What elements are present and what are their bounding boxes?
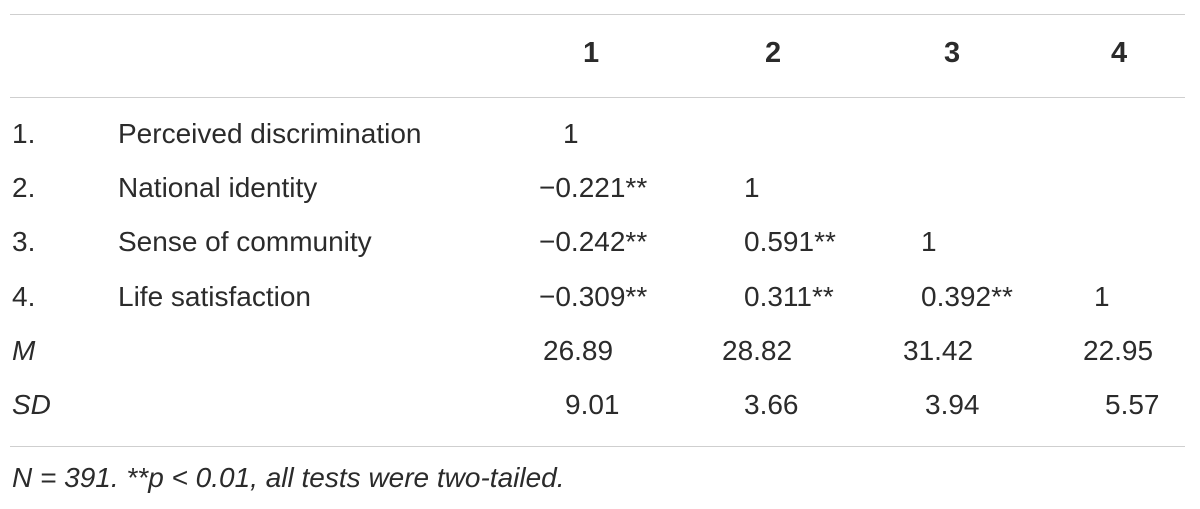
- row-variable: Life satisfaction: [118, 281, 311, 312]
- cell-col-4: 22.95: [1083, 335, 1154, 366]
- table-row: 3. Sense of community −0.242** 0.591** 1: [0, 224, 1200, 260]
- cell-col-1: −0.309**: [539, 281, 648, 312]
- top-rule: [10, 14, 1185, 15]
- cell-col-2: 28.82: [722, 335, 793, 366]
- cell-col-3: 31.42: [903, 335, 974, 366]
- header-rule: [10, 97, 1185, 98]
- bottom-rule: [10, 446, 1185, 447]
- row-variable: Sense of community: [118, 226, 372, 257]
- cell-col-2: 3.66: [744, 389, 799, 420]
- cell-col-1: 9.01: [565, 389, 620, 420]
- row-number: 4.: [12, 281, 36, 312]
- table-row: 2. National identity −0.221** 1: [0, 170, 1200, 206]
- cell-col-1: −0.221**: [539, 172, 648, 203]
- table-footnote: N = 391. **p < 0.01, all tests were two-…: [12, 462, 565, 493]
- cell-col-2: 0.311**: [744, 281, 834, 312]
- cell-col-2: 1: [744, 172, 760, 203]
- row-variable: Perceived discrimination: [118, 118, 422, 149]
- row-label-sd: SD: [12, 389, 51, 420]
- table-row: M 26.89 28.82 31.42 22.95: [0, 333, 1200, 369]
- column-header-4: 4: [1111, 37, 1128, 69]
- column-header-3: 3: [944, 37, 961, 69]
- row-variable: National identity: [118, 172, 318, 203]
- row-number: 2.: [12, 172, 36, 203]
- table-row: 4. Life satisfaction −0.309** 0.311** 0.…: [0, 279, 1200, 315]
- row-number: 3.: [12, 226, 36, 257]
- table-row: 1. Perceived discrimination 1: [0, 116, 1200, 152]
- cell-col-3: 1: [921, 226, 937, 257]
- cell-col-1: 26.89: [543, 335, 614, 366]
- row-label-mean: M: [12, 335, 36, 366]
- column-header-1: 1: [583, 37, 600, 69]
- cell-col-4: 5.57: [1105, 389, 1160, 420]
- column-header-2: 2: [765, 37, 782, 69]
- cell-col-4: 1: [1094, 281, 1110, 312]
- table-row: SD 9.01 3.66 3.94 5.57: [0, 387, 1200, 423]
- cell-col-1: 1: [563, 118, 579, 149]
- cell-col-3: 0.392**: [921, 281, 1013, 312]
- cell-col-1: −0.242**: [539, 226, 648, 257]
- cell-col-3: 3.94: [925, 389, 980, 420]
- row-number: 1.: [12, 118, 36, 149]
- cell-col-2: 0.591**: [744, 226, 836, 257]
